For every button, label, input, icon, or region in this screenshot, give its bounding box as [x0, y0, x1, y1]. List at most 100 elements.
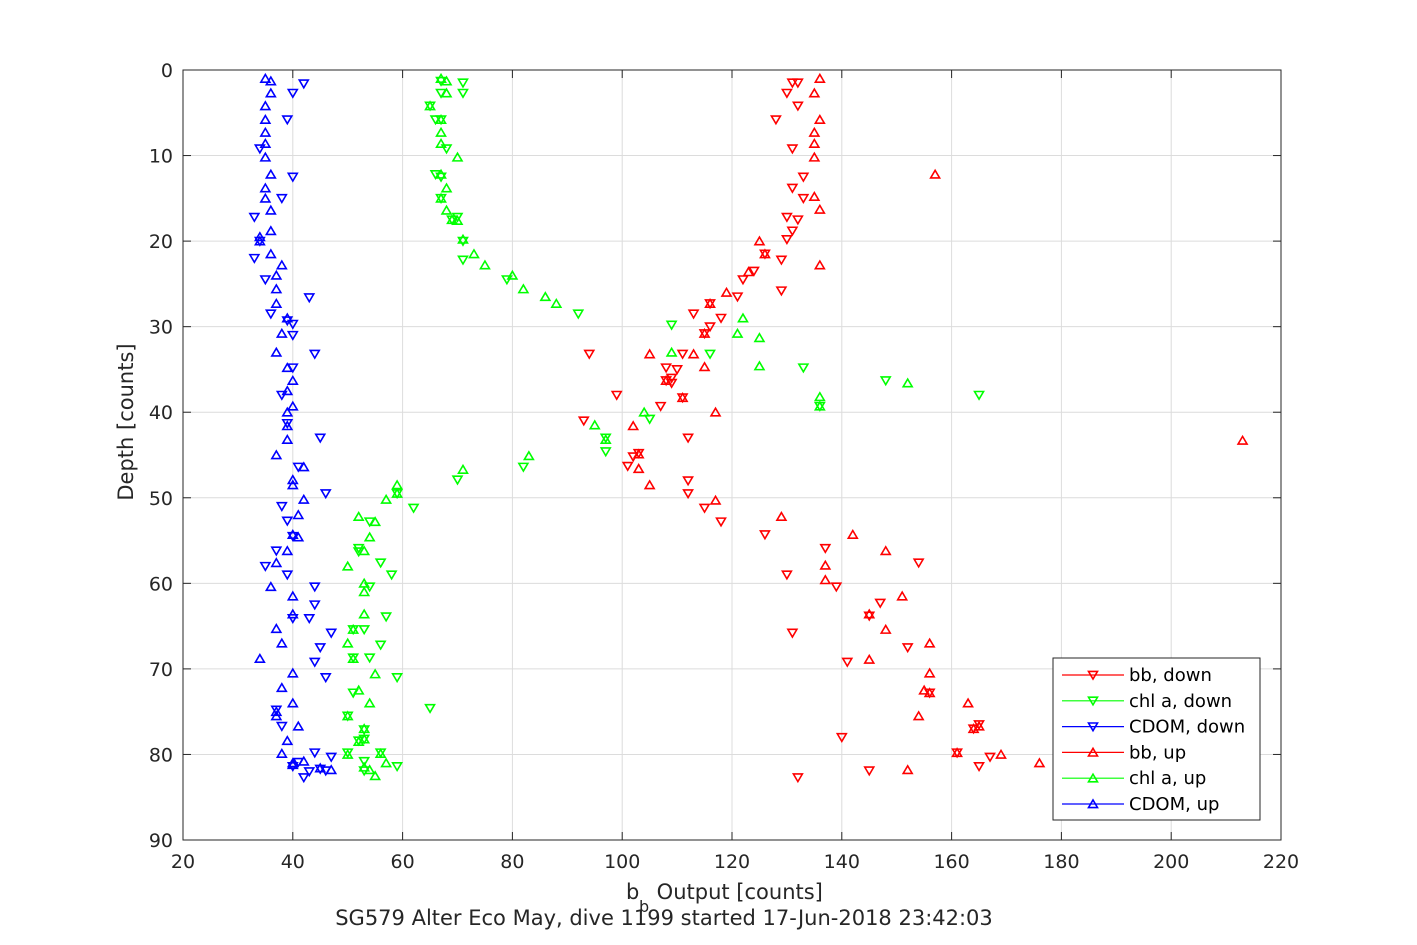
data-point — [341, 637, 354, 648]
data-point — [863, 766, 876, 777]
data-point — [286, 374, 299, 385]
data-point — [264, 248, 277, 259]
data-point — [704, 322, 716, 333]
data-point — [879, 376, 892, 387]
data-point — [435, 126, 447, 137]
data-point — [808, 190, 821, 202]
data-point — [781, 212, 793, 223]
data-point — [369, 516, 382, 527]
data-point — [709, 494, 722, 505]
data-point — [347, 623, 360, 634]
x-tick-label: 80 — [500, 851, 524, 873]
data-point — [303, 293, 316, 304]
x-tick-label: 200 — [1153, 851, 1189, 873]
data-point — [863, 653, 876, 664]
x-tick-label: 100 — [604, 851, 640, 873]
data-point — [297, 773, 310, 784]
data-point — [281, 735, 294, 746]
data-point — [457, 88, 469, 99]
data-point — [270, 449, 283, 460]
data-point — [517, 283, 530, 294]
data-point — [275, 501, 288, 512]
data-point — [781, 570, 793, 581]
data-point — [264, 225, 277, 236]
data-point — [391, 762, 404, 773]
legend-label: bb, up — [1129, 742, 1186, 763]
data-point — [341, 560, 354, 571]
data-point — [281, 406, 294, 417]
data-point — [627, 420, 640, 431]
data-point — [264, 75, 277, 86]
data-point — [270, 710, 283, 721]
data-point — [297, 755, 310, 766]
data-point — [775, 286, 788, 297]
data-point — [901, 764, 914, 775]
data-point — [374, 747, 387, 758]
data-point — [610, 390, 623, 401]
data-point — [374, 558, 387, 569]
data-point — [385, 570, 398, 581]
data-point — [292, 509, 305, 520]
legend-marker — [1087, 746, 1099, 757]
data-point — [358, 608, 371, 619]
x-axis-ticks: 20 40 60 80 100 120 140 160 180 200 220 — [171, 70, 1299, 873]
data-point — [380, 612, 393, 623]
y-tick-label: 10 — [149, 146, 173, 168]
legend-label: chl a, down — [1129, 691, 1232, 712]
data-point — [281, 570, 294, 581]
data-point — [698, 327, 711, 338]
data-point — [281, 545, 294, 556]
data-point — [407, 503, 420, 514]
data-point — [791, 78, 804, 89]
data-point — [599, 447, 612, 458]
data-point — [770, 115, 782, 126]
x-tick-label: 220 — [1263, 851, 1299, 873]
data-point — [264, 87, 277, 98]
data-point — [797, 363, 810, 374]
data-point — [660, 363, 673, 374]
data-point — [259, 561, 272, 572]
data-point — [363, 697, 376, 708]
data-point — [737, 312, 749, 323]
data-point — [358, 733, 371, 744]
data-point — [682, 489, 694, 500]
data-point — [572, 309, 585, 320]
data-point — [819, 543, 832, 554]
data-point — [297, 461, 310, 472]
data-point — [753, 235, 766, 246]
data-point — [731, 327, 744, 338]
data-point — [539, 291, 552, 302]
data-point — [341, 748, 354, 759]
x-tick-label: 20 — [171, 851, 195, 873]
data-point — [468, 248, 480, 259]
data-point — [501, 275, 513, 286]
data-point — [632, 463, 645, 474]
data-point — [781, 88, 793, 99]
data-point — [253, 652, 266, 664]
data-point — [583, 349, 596, 360]
data-point — [1033, 757, 1046, 768]
data-point — [479, 259, 491, 270]
data-point — [281, 516, 294, 527]
data-point — [786, 144, 799, 155]
data-point — [435, 172, 447, 183]
data-point — [781, 235, 793, 246]
data-point — [358, 586, 371, 597]
data-point — [786, 226, 799, 237]
data-point — [654, 401, 667, 412]
x-axis-label-subscript: b — [639, 897, 649, 916]
data-point — [391, 487, 404, 498]
legend-box — [1052, 657, 1261, 821]
data-point — [819, 559, 832, 570]
data-point — [363, 653, 376, 664]
data-point — [286, 697, 299, 708]
data-point — [682, 476, 694, 487]
data-point — [314, 643, 327, 654]
x-tick-label: 140 — [824, 851, 860, 873]
data-point — [451, 151, 464, 162]
data-point — [303, 767, 316, 778]
data-point — [253, 231, 266, 242]
data-point — [929, 168, 942, 179]
data-point — [435, 168, 447, 179]
data-point — [270, 557, 283, 568]
